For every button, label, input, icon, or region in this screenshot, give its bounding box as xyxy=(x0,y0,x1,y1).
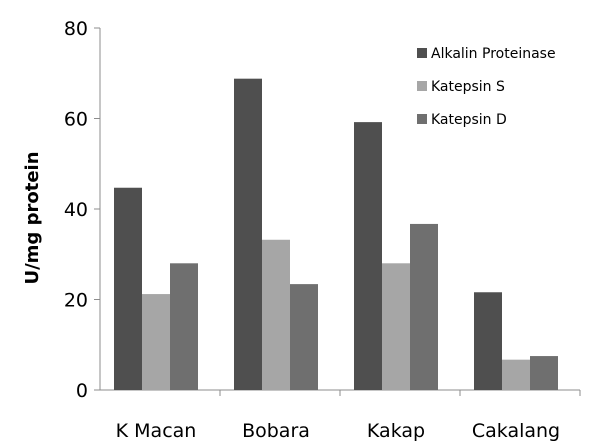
y-axis-ticks: 0 20 40 60 80 xyxy=(64,18,100,402)
y-tick-label: 60 xyxy=(64,109,88,131)
bar xyxy=(502,359,530,390)
legend-swatch xyxy=(417,81,427,91)
y-tick-label: 40 xyxy=(64,199,88,221)
legend-label: Katepsin S xyxy=(431,79,505,95)
x-tick-label: K Macan xyxy=(116,420,197,442)
bar xyxy=(530,356,558,390)
bar xyxy=(170,263,198,390)
legend-label: Alkalin Proteinase xyxy=(431,46,556,62)
bar xyxy=(114,187,142,390)
y-tick-label: 80 xyxy=(64,18,88,40)
legend-swatch xyxy=(417,114,427,124)
y-axis-title: U/mg protein xyxy=(22,151,43,284)
y-tick-label: 0 xyxy=(76,380,88,402)
bar xyxy=(142,294,170,390)
bar xyxy=(410,223,438,390)
x-axis-labels: K Macan Bobara Kakap Cakalang xyxy=(116,390,581,442)
bar xyxy=(290,284,318,390)
legend-label: Katepsin D xyxy=(431,112,507,128)
x-tick-label: Kakap xyxy=(367,420,425,442)
x-tick-label: Bobara xyxy=(242,420,310,442)
legend-swatch xyxy=(417,48,427,58)
bar xyxy=(382,263,410,390)
bar xyxy=(234,78,262,391)
bars xyxy=(114,78,558,391)
bar xyxy=(354,122,382,391)
x-tick-label: Cakalang xyxy=(472,420,560,442)
bar xyxy=(474,292,502,390)
bar xyxy=(262,239,290,390)
y-tick-label: 20 xyxy=(64,290,88,312)
legend: Alkalin Proteinase Katepsin S Katepsin D xyxy=(417,46,556,128)
